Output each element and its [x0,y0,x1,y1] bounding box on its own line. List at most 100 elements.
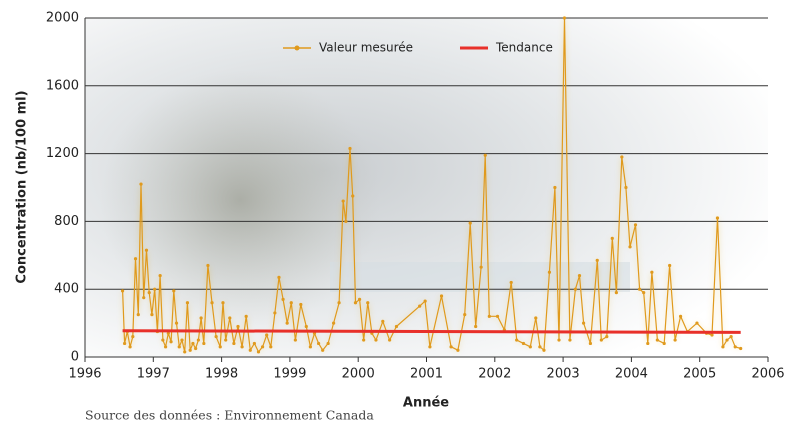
data-point [366,301,370,305]
data-point [542,348,546,352]
x-tick-label: 2000 [342,367,375,382]
data-point [252,341,256,346]
data-point [256,350,261,354]
data-point [394,324,399,329]
data-point [646,341,650,346]
data-point [131,335,135,339]
data-point [188,348,192,352]
data-point [662,341,666,346]
data-point [277,275,281,279]
data-point [374,338,378,342]
data-point [388,338,392,342]
data-point [595,258,599,262]
data-point [180,338,184,342]
data-point [673,338,677,342]
data-point [725,338,729,342]
data-point [240,345,244,349]
data-point [281,297,285,301]
legend-label: Valeur mesurée [319,41,413,55]
data-point [439,294,444,298]
data-point [599,338,603,342]
data-point [479,265,483,269]
data-point [577,274,582,278]
data-point [269,345,273,349]
data-line [122,17,741,353]
data-point [353,301,358,305]
data-point [166,331,170,335]
data-point [341,199,345,203]
data-point [568,338,572,342]
data-point [228,316,232,320]
x-tick-label: 2003 [547,367,580,382]
y-tick-label: 0 [71,350,79,365]
data-point [248,348,252,352]
data-point [326,341,330,346]
data-point [202,341,206,346]
data-point [136,313,140,317]
data-point [678,314,683,318]
data-point [357,297,362,301]
data-point [128,345,132,349]
y-tick-label: 800 [54,214,79,229]
data-point [244,314,248,318]
data-point [557,338,561,342]
x-tick-label: 2006 [751,367,784,382]
x-tick-label: 1998 [205,367,238,382]
data-point [321,348,325,352]
data-point [610,236,614,240]
data-point [337,301,341,305]
data-point [332,321,336,325]
data-point [538,345,542,349]
x-tick-label: 1999 [273,367,306,382]
data-point [221,301,225,305]
trend-line [122,329,741,334]
data-point [739,346,743,351]
data-point [150,313,154,317]
data-point [449,345,453,349]
data-point [733,345,737,349]
y-tick-label: 2000 [46,11,79,26]
data-point [120,289,125,293]
data-point [144,248,149,252]
data-point [214,335,218,339]
data-point [573,287,577,291]
data-point [218,345,222,349]
data-point [721,345,725,349]
data-point [423,299,427,303]
data-point [196,338,200,342]
data-point [642,290,646,295]
data-point [308,345,312,349]
data-point [163,345,168,349]
data-point [304,324,308,329]
data-point [710,333,714,337]
data-point [362,338,366,342]
data-point [194,346,198,351]
data-point [650,270,654,274]
x-tick-label: 2002 [478,367,511,382]
x-tick-label: 2004 [615,367,648,382]
data-point [463,313,467,317]
data-point [729,335,733,339]
data-point [293,338,297,342]
data-point [348,146,352,151]
data-point [232,341,236,346]
data-point [153,287,157,291]
data-point [344,219,348,223]
data-point [316,341,321,346]
data-point [620,155,624,159]
data-point [637,287,642,291]
x-tick-label: 2005 [683,367,716,382]
legend-label: Tendance [495,41,553,55]
data-point [289,301,293,305]
data-point [142,296,146,300]
data-point [169,340,173,344]
data-point [483,153,487,157]
data-point [260,345,265,349]
data-point [177,345,181,349]
x-axis-title: Année [403,396,449,411]
x-tick-label: 1997 [137,367,170,382]
data-point [191,341,195,346]
data-point [605,335,609,339]
data-point [668,263,672,268]
